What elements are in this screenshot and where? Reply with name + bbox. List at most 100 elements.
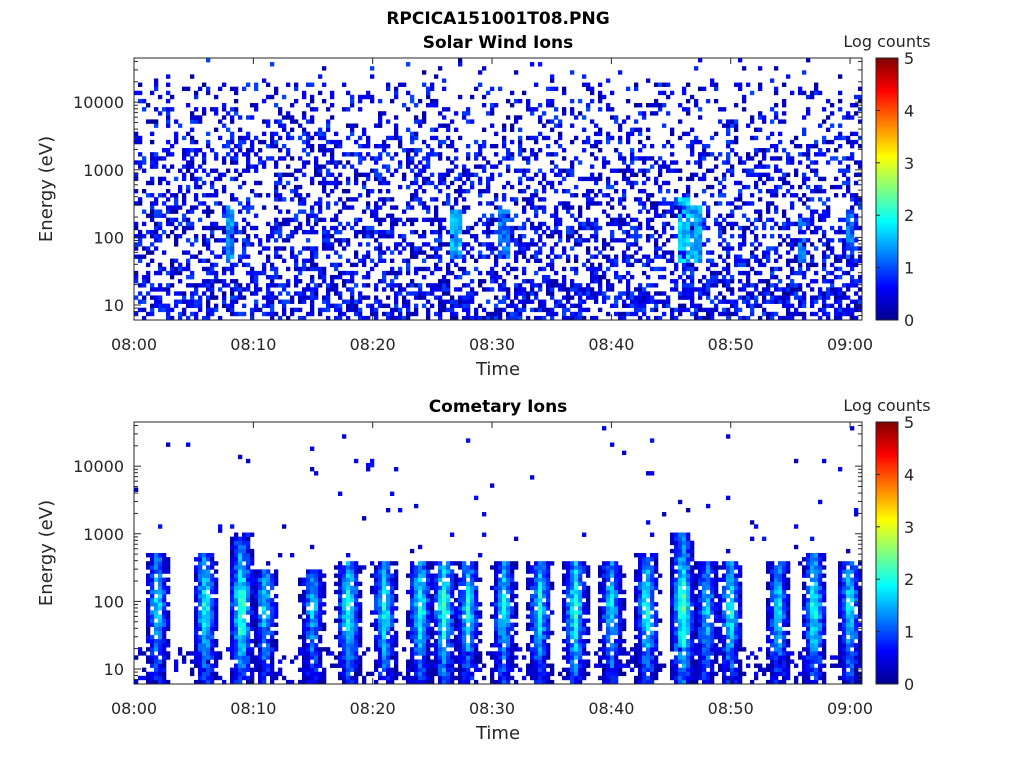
heatmap-cell — [430, 127, 435, 132]
heatmap-cell — [234, 152, 239, 157]
heatmap-cell — [602, 238, 607, 243]
heatmap-cell — [822, 262, 827, 268]
heatmap-cell — [330, 242, 335, 247]
heatmap-cell — [478, 254, 483, 259]
heatmap-cell — [366, 189, 371, 194]
heatmap-cell — [690, 234, 695, 239]
heatmap-cell — [742, 270, 747, 276]
heatmap-cell — [814, 299, 819, 304]
heatmap-cell — [410, 139, 415, 145]
heatmap-cell — [438, 279, 443, 284]
heatmap-cell — [422, 119, 427, 124]
heatmap-cell — [802, 254, 807, 259]
heatmap-cell — [158, 585, 163, 591]
heatmap-cell — [766, 164, 771, 169]
heatmap-cell — [546, 119, 551, 124]
heatmap-cell — [330, 94, 335, 100]
heatmap-cell — [770, 291, 775, 296]
heatmap-cell — [842, 295, 847, 300]
heatmap-cell — [530, 287, 535, 292]
heatmap-cell — [382, 143, 387, 149]
heatmap-cell — [202, 651, 207, 656]
heatmap-cell — [358, 258, 363, 263]
heatmap-cell — [406, 205, 411, 210]
heatmap-cell — [554, 213, 559, 218]
heatmap-cell — [498, 307, 503, 313]
heatmap-cell — [162, 557, 167, 562]
heatmap-cell — [326, 127, 331, 132]
heatmap-cell — [854, 303, 859, 309]
heatmap-cell — [166, 577, 171, 582]
heatmap-cell — [670, 127, 675, 132]
heatmap-cell — [246, 593, 251, 599]
heatmap-cell — [314, 622, 319, 627]
heatmap-cell — [354, 168, 359, 173]
heatmap-cell — [490, 111, 495, 116]
heatmap-cell — [714, 82, 719, 87]
heatmap-cell — [342, 238, 347, 243]
heatmap-cell — [394, 221, 399, 227]
heatmap-cell — [794, 172, 799, 178]
heatmap-cell — [822, 266, 827, 272]
heatmap-cell — [246, 581, 251, 587]
heatmap-cell — [590, 197, 595, 202]
heatmap-cell — [166, 315, 171, 321]
heatmap-cell — [198, 655, 203, 660]
heatmap-cell — [386, 303, 391, 309]
heatmap-cell — [230, 675, 235, 681]
heatmap-cell — [630, 168, 635, 173]
heatmap-cell — [270, 577, 275, 582]
heatmap-cell — [482, 143, 487, 149]
heatmap-cell — [726, 266, 731, 272]
heatmap-cell — [238, 651, 243, 656]
heatmap-cell — [154, 295, 159, 300]
heatmap-cell — [598, 291, 603, 296]
heatmap-cell — [430, 197, 435, 202]
heatmap-cell — [158, 671, 163, 677]
heatmap-cell — [234, 622, 239, 627]
heatmap-cell — [274, 254, 279, 259]
heatmap-cell — [630, 311, 635, 317]
heatmap-cell — [434, 197, 439, 202]
heatmap-cell — [618, 197, 623, 202]
heatmap-cell — [646, 291, 651, 296]
heatmap-cell — [546, 274, 551, 280]
heatmap-cell — [810, 279, 815, 284]
heatmap-cell — [174, 242, 179, 247]
heatmap-cell — [738, 58, 743, 63]
heatmap-cell — [322, 266, 327, 272]
heatmap-cell — [646, 197, 651, 202]
heatmap-cell — [210, 651, 215, 656]
heatmap-cell — [158, 94, 163, 100]
heatmap-cell — [738, 242, 743, 247]
heatmap-cell — [198, 184, 203, 190]
heatmap-cell — [234, 618, 239, 623]
heatmap-cell — [138, 307, 143, 313]
heatmap-cell — [686, 160, 691, 165]
heatmap-cell — [242, 205, 247, 210]
cometary-panel: Cometary Ions 08:00 08:10 08:20 08:30 08:40 0… — [36, 396, 931, 744]
heatmap-cell — [542, 135, 547, 141]
heatmap-cell — [658, 172, 663, 178]
heatmap-cell — [582, 225, 587, 231]
heatmap-cell — [438, 315, 443, 321]
heatmap-cell — [158, 225, 163, 231]
heatmap-cell — [414, 291, 419, 296]
heatmap-cell — [642, 205, 647, 210]
heatmap-cell — [518, 291, 523, 296]
heatmap-cell — [154, 602, 159, 607]
heatmap-cell — [162, 303, 167, 309]
heatmap-cell — [554, 86, 559, 92]
heatmap-cell — [606, 160, 611, 165]
heatmap-cell — [406, 283, 411, 288]
heatmap-cell — [818, 217, 823, 223]
heatmap-cell — [482, 139, 487, 145]
heatmap-cell — [322, 66, 327, 71]
heatmap-cell — [238, 671, 243, 677]
heatmap-cell — [210, 663, 215, 668]
heatmap-cell — [310, 229, 315, 235]
heatmap-cell — [854, 131, 859, 137]
heatmap-cell — [254, 610, 259, 615]
heatmap-cell — [466, 250, 471, 255]
heatmap-cell — [614, 311, 619, 317]
